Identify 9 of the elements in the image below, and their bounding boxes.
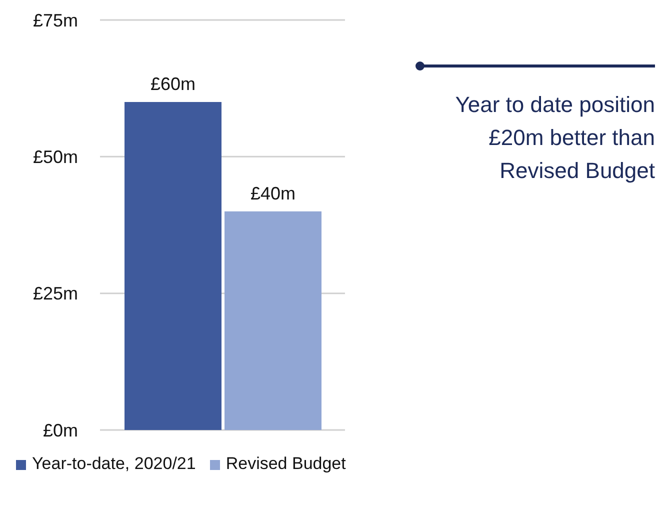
y-tick-label: £50m	[32, 147, 78, 168]
data-label: £60m	[150, 74, 196, 94]
text: Year to date position £20m better than Revised Budget	[454, 91, 655, 185]
y-tick-label: £25m	[32, 284, 78, 304]
data-label: £40m	[250, 183, 296, 204]
y-tick-label: £0m	[42, 420, 78, 440]
legend-label: Year-to-date, 2020/21	[32, 454, 196, 474]
legend-label: Revised Budget	[226, 454, 346, 474]
y-tick-label: £75m	[32, 10, 78, 30]
